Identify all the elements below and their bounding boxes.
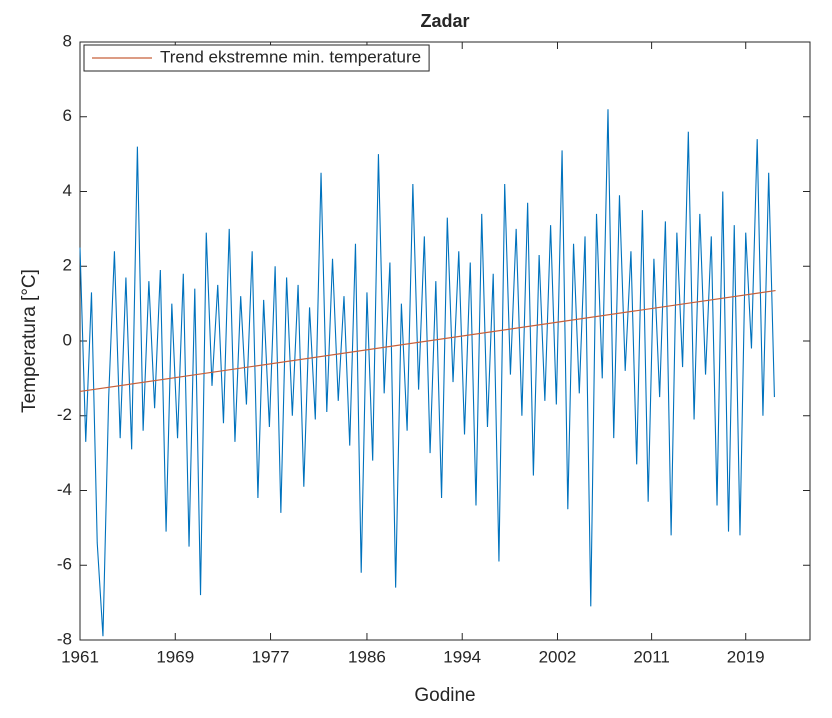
- x-tick-label: 1977: [252, 647, 290, 666]
- y-axis-label: Temperatura [°C]: [19, 269, 40, 413]
- x-tick-label: 1986: [348, 647, 386, 666]
- y-tick-label: -4: [57, 480, 72, 499]
- x-tick-label: 1994: [443, 647, 481, 666]
- y-tick-label: 6: [63, 106, 72, 125]
- x-tick-label: 2011: [633, 647, 670, 666]
- y-tick-label: 8: [63, 31, 72, 50]
- y-tick-label: 2: [63, 256, 72, 275]
- x-tick-label: 1961: [61, 647, 99, 666]
- y-tick-label: -2: [57, 405, 72, 424]
- x-axis-label: Godine: [414, 685, 475, 706]
- data-line: [79, 109, 775, 637]
- x-tick-label: 2019: [727, 647, 765, 666]
- y-tick-label: -8: [57, 629, 72, 648]
- y-tick-label: 4: [63, 181, 72, 200]
- legend-label: Trend ekstremne min. temperature: [160, 47, 421, 66]
- data-line: [79, 289, 776, 393]
- y-tick-label: 0: [63, 330, 72, 349]
- chart-title: Zadar: [420, 11, 469, 31]
- x-tick-label: 2002: [539, 647, 577, 666]
- y-tick-label: -6: [57, 555, 72, 574]
- x-tick-label: 1969: [156, 647, 194, 666]
